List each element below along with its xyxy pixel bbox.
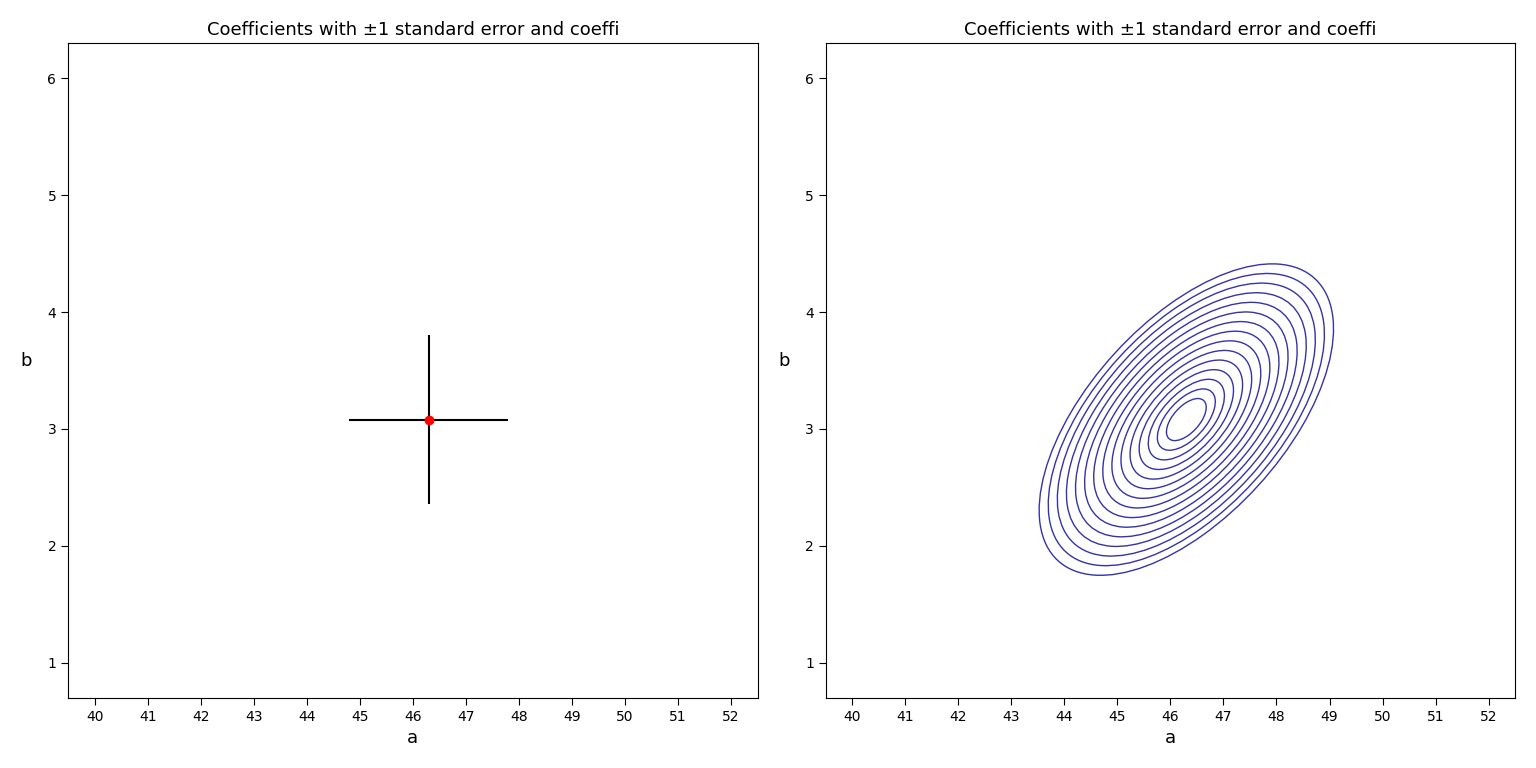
Title: Coefficients with ±1 standard error and coeffi: Coefficients with ±1 standard error and … xyxy=(965,21,1376,39)
X-axis label: a: a xyxy=(1164,729,1177,747)
Title: Coefficients with ±1 standard error and coeffi: Coefficients with ±1 standard error and … xyxy=(206,21,619,39)
X-axis label: a: a xyxy=(407,729,418,747)
Y-axis label: b: b xyxy=(779,353,790,370)
Y-axis label: b: b xyxy=(22,353,32,370)
